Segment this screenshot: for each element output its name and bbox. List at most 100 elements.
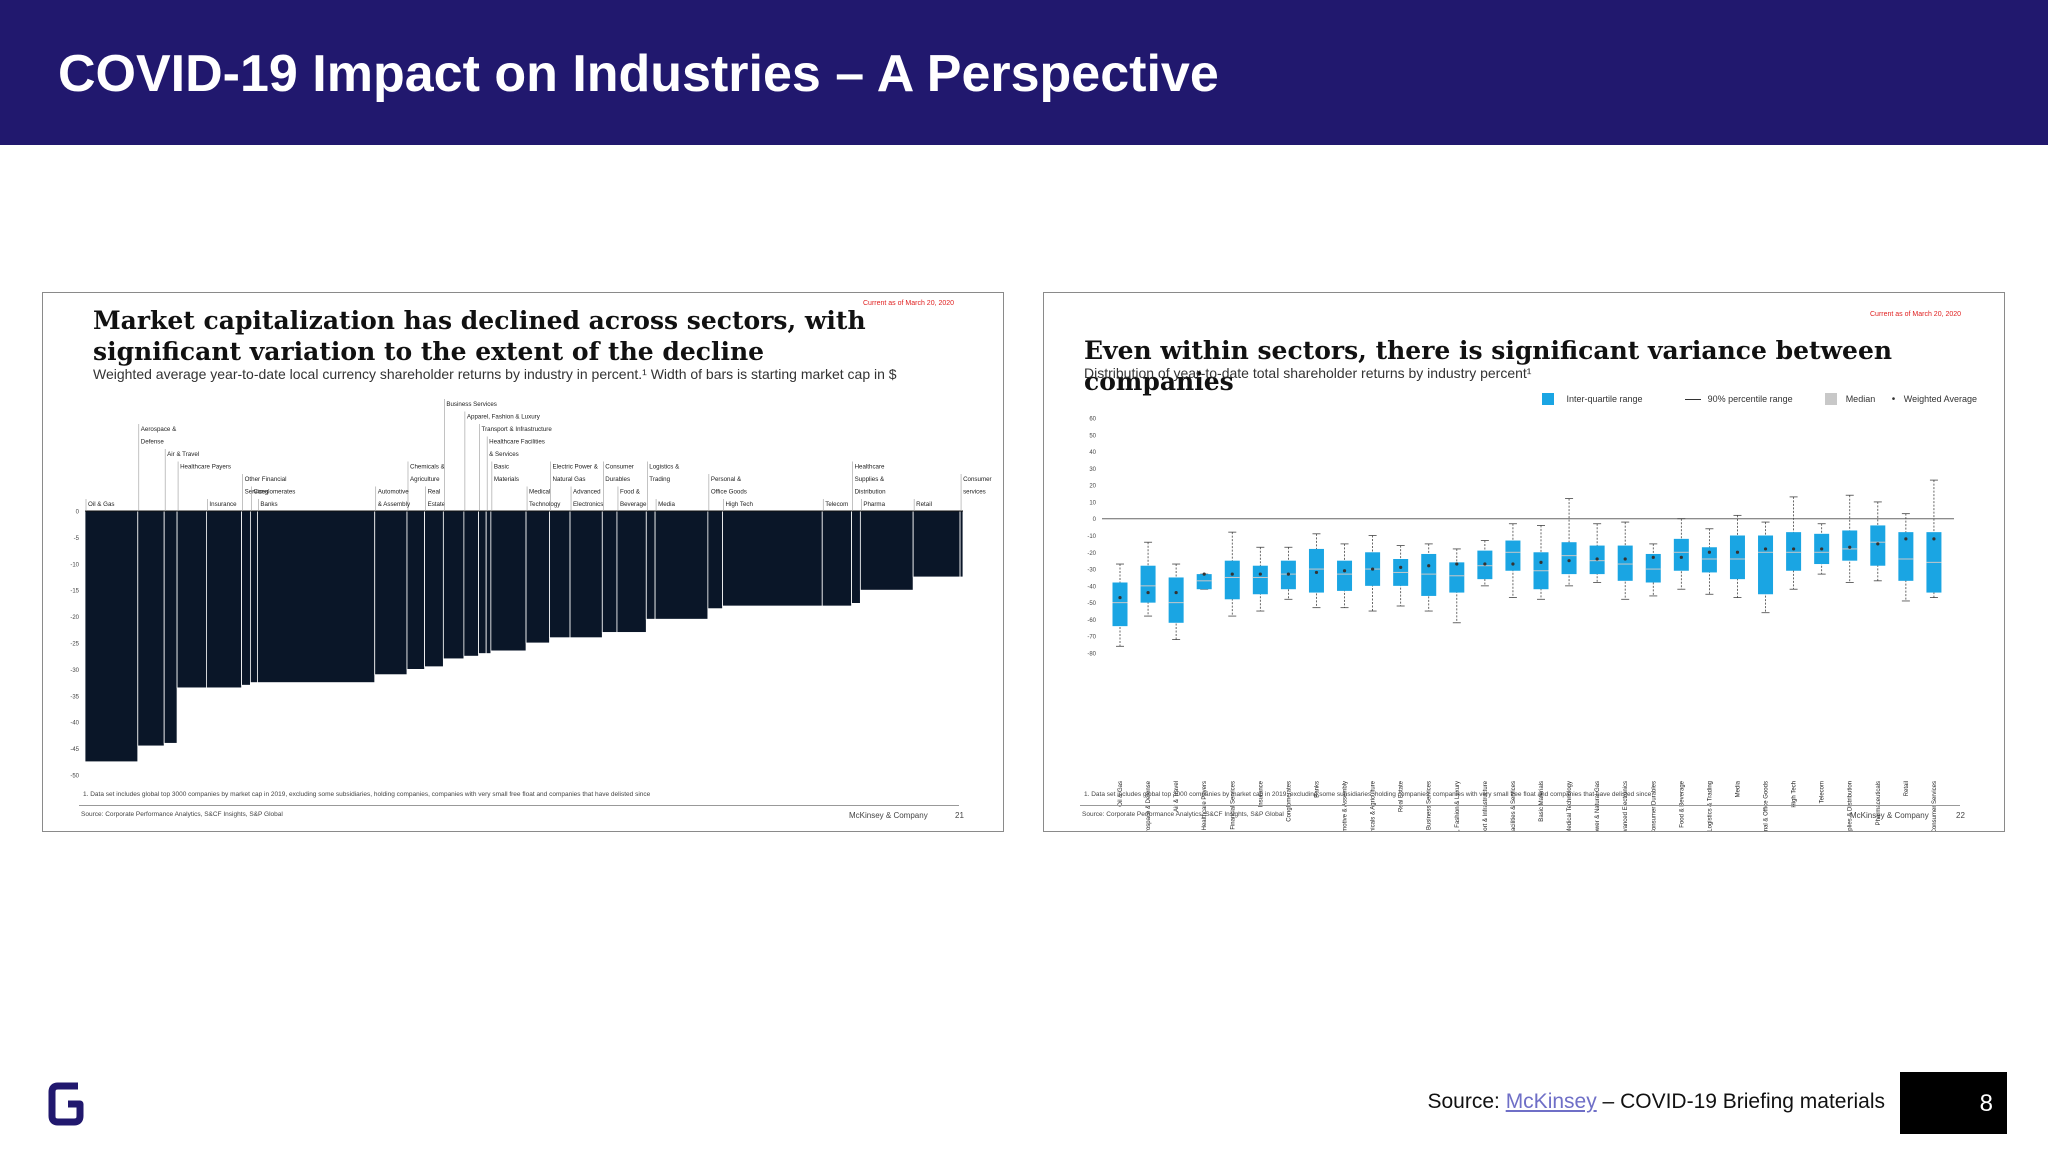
box-iqr (1252, 565, 1268, 595)
box-weighted-average (1455, 562, 1459, 566)
box-category-label: Other Financial Services (1230, 781, 1236, 831)
bar-y-tick: -40 (70, 721, 79, 727)
bar-mark (549, 510, 571, 639)
bar-category-label: Air & Travel (167, 451, 199, 458)
right-panel-footnote: 1. Data set includes global top 3000 com… (1084, 791, 1652, 798)
bar-mark (249, 510, 258, 684)
box-iqr (1898, 532, 1914, 581)
bar-y-tick: -15 (70, 589, 79, 595)
box-weighted-average (1118, 596, 1122, 600)
bar-mark (707, 510, 723, 610)
box-category-label: Basic Materials (1539, 781, 1545, 822)
bar-category-label: Automotive (378, 489, 410, 496)
bar-mark (424, 510, 444, 668)
box-y-tick: -20 (1087, 551, 1096, 557)
bar-y-tick: -30 (70, 668, 79, 674)
bar-category-label: Real (428, 489, 441, 496)
bar-category-label: Insurance (209, 501, 237, 508)
bar-category-label: Office Goods (711, 489, 747, 496)
bar-category-label: Media (658, 501, 675, 508)
left-panel-subtitle: Weighted average year-to-date local curr… (93, 366, 897, 382)
box-y-tick: -40 (1087, 584, 1096, 590)
box-weighted-average (1876, 542, 1880, 546)
box-iqr (1842, 530, 1858, 561)
bar-y-tick: -10 (70, 562, 79, 568)
right-panel-subtitle: Distribution of year-to-date total share… (1084, 365, 1532, 381)
mckinsey-link[interactable]: McKinsey (1505, 1090, 1597, 1113)
bar-category-label: Distribution (855, 489, 887, 496)
bar-mark (241, 510, 251, 686)
box-category-label: Retail (1904, 781, 1910, 796)
box-weighted-average (1848, 545, 1852, 549)
box-category-label: Personal & Office Goods (1764, 781, 1770, 831)
bar-category-label: Telecom (825, 501, 848, 508)
left-footer-rule (79, 805, 959, 806)
bar-category-label: Estate (428, 501, 446, 508)
box-category-label: Healthcare Facilities & Services (1511, 781, 1517, 831)
bar-category-label: Technology (529, 501, 561, 508)
bar-category-label: Healthcare Payers (180, 464, 231, 471)
box-weighted-average (1595, 557, 1599, 561)
box-category-label: Consumer Services (1932, 781, 1938, 831)
box-weighted-average (1258, 572, 1262, 576)
box-weighted-average (1371, 567, 1375, 571)
bar-y-tick: -5 (74, 536, 80, 542)
box-y-tick: -50 (1087, 601, 1096, 607)
page-number: 8 (1979, 1090, 1993, 1117)
bar-mark (525, 510, 550, 644)
bar-mark (654, 510, 709, 620)
bar-category-label: Supplies & (855, 476, 885, 483)
legend-median-swatch (1825, 393, 1838, 405)
bar-category-label: Other Financial (245, 476, 287, 483)
box-iqr (1421, 553, 1437, 596)
box-iqr (1505, 540, 1521, 571)
box-weighted-average (1286, 572, 1290, 576)
right-chart-panel: Current as of March 20, 2020 Even within… (1043, 292, 2005, 832)
box-iqr (1729, 535, 1745, 580)
box-category-label: Telecom (1820, 781, 1826, 803)
box-weighted-average (1735, 550, 1740, 554)
left-panel-page: 21 (955, 811, 964, 820)
box-iqr (1337, 560, 1353, 591)
legend-wavg-label: Weighted Average (1903, 394, 1977, 404)
legend-range-label: 90% percentile range (1707, 394, 1793, 404)
box-legend: Inter-quartile range 90% percentile rang… (1542, 393, 1977, 405)
box-weighted-average (1230, 572, 1234, 576)
bar-category-label: Retail (916, 501, 932, 508)
bar-category-label: Healthcare Facilities (489, 439, 545, 446)
right-panel-stamp: Current as of March 20, 2020 (1870, 311, 1962, 318)
bar-category-label: Oil & Gas (88, 501, 114, 508)
box-category-label: Healthcare Supplies & Distribution (1848, 781, 1854, 831)
bar-y-tick: -20 (70, 615, 79, 621)
box-category-label: Insurance (1258, 780, 1264, 807)
right-panel-brand: McKinsey & Company (1850, 811, 1929, 820)
bar-mark (374, 510, 408, 676)
box-category-label: Automotive & Assembly (1343, 781, 1349, 831)
box-iqr (1786, 532, 1802, 571)
bar-mark (821, 510, 852, 607)
box-iqr (1701, 547, 1717, 573)
box-y-tick: -70 (1087, 635, 1096, 641)
box-category-label: Real Estate (1399, 780, 1405, 812)
bar-mark (851, 510, 861, 604)
box-weighted-average (1904, 537, 1908, 541)
left-panel-source: Source: Corporate Performance Analytics,… (81, 811, 283, 818)
box-y-tick: -30 (1087, 568, 1096, 574)
box-iqr (1645, 553, 1661, 583)
bar-category-label: Agriculture (410, 476, 440, 483)
box-category-label: Banks (1314, 781, 1320, 798)
box-iqr (1196, 574, 1212, 590)
bar-category-label: Healthcare (855, 464, 885, 471)
bar-mark (616, 510, 647, 633)
bar-y-tick: -35 (70, 694, 79, 700)
box-iqr (1870, 525, 1886, 566)
slide-title: COVID-19 Impact on Industries – A Perspe… (58, 45, 1219, 103)
bar-category-label: services (963, 489, 986, 496)
legend-iqr-label: Inter-quartile range (1566, 394, 1643, 404)
box-weighted-average (1202, 572, 1206, 576)
bar-category-label: Services (245, 489, 269, 496)
box-category-label: Apparel, Fashion & Luxury (1455, 781, 1461, 831)
bar-category-label: Aerospace & (141, 426, 177, 433)
bar-category-label: Consumer (963, 476, 992, 483)
legend-median-label: Median (1845, 394, 1876, 404)
